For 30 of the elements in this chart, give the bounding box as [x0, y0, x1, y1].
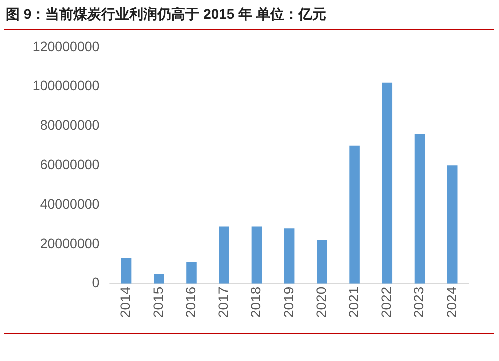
- x-tick-label: 2017: [216, 286, 231, 318]
- x-tick-label: 2020: [314, 286, 329, 318]
- bar: [447, 166, 458, 284]
- x-tick-label: 2023: [412, 286, 427, 318]
- bar: [121, 258, 132, 284]
- x-tick-label: 2021: [346, 286, 362, 318]
- bar: [414, 134, 426, 284]
- y-tick-label: 40000000: [40, 196, 100, 212]
- x-tick-label: 2015: [151, 286, 166, 318]
- x-tick-label: 2016: [184, 286, 198, 318]
- x-tick-label: 2014: [118, 286, 134, 318]
- y-tick-label: 120000000: [32, 38, 100, 54]
- bar: [317, 240, 328, 284]
- bar: [219, 226, 230, 284]
- y-tick-label: 100000000: [32, 78, 100, 94]
- bar: [350, 146, 360, 284]
- y-tick-label: 0: [92, 275, 100, 291]
- bar: [186, 262, 197, 284]
- y-tick-label: 20000000: [40, 236, 100, 252]
- bar: [284, 228, 295, 284]
- bar: [252, 226, 262, 284]
- bar: [382, 82, 393, 284]
- x-tick-label: 2022: [379, 286, 394, 318]
- chart-title: 图 9：当前煤炭行业利润仍高于 2015 年 单位：亿元: [6, 6, 326, 24]
- x-tick-label: 2018: [248, 286, 264, 318]
- y-tick-label: 60000000: [40, 157, 100, 173]
- x-tick-label: 2024: [444, 286, 460, 318]
- y-tick-label: 80000000: [40, 118, 100, 134]
- bar: [154, 274, 164, 284]
- x-tick-label: 2019: [282, 286, 296, 318]
